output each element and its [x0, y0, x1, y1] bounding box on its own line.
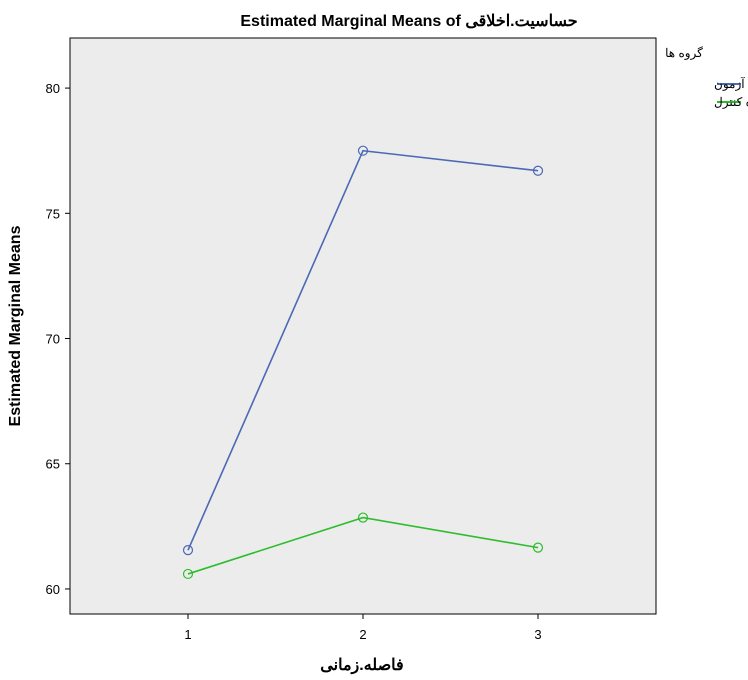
chart-title: Estimated Marginal Means of حساسیت.اخلاق… [240, 13, 577, 30]
y-tick-label: 75 [46, 206, 60, 221]
data-point [357, 512, 369, 523]
data-point [532, 542, 544, 553]
y-tick-label: 65 [46, 457, 60, 472]
series-2 [182, 512, 544, 580]
legend-label: گروه کنترل [714, 95, 748, 109]
y-tick-label: 70 [46, 332, 60, 347]
y-axis: 60 65 70 75 80 [46, 81, 70, 597]
x-axis: 1 2 3 [184, 614, 542, 642]
data-point [182, 568, 194, 580]
plot-area [69, 37, 657, 615]
y-tick-label: 80 [46, 81, 60, 96]
x-tick-label: 2 [359, 627, 366, 642]
x-axis-label: فاصله.زمانی [320, 657, 403, 675]
series-line [187, 516, 539, 575]
legend-title: گروه ها [665, 46, 703, 60]
y-axis-label: Estimated Marginal Means [7, 225, 24, 426]
x-tick-label: 1 [184, 627, 191, 642]
y-tick-label: 60 [46, 582, 60, 597]
series-1 [182, 145, 544, 556]
data-point [182, 545, 194, 556]
legend-label: گروه آزمون [714, 76, 748, 91]
series-layer [182, 145, 544, 580]
x-tick-label: 3 [534, 627, 541, 642]
series-line [187, 149, 539, 551]
data-point [532, 165, 544, 176]
data-point [357, 145, 369, 156]
legend: گروه ها گروه آزمون گروه کنترل [665, 46, 748, 109]
